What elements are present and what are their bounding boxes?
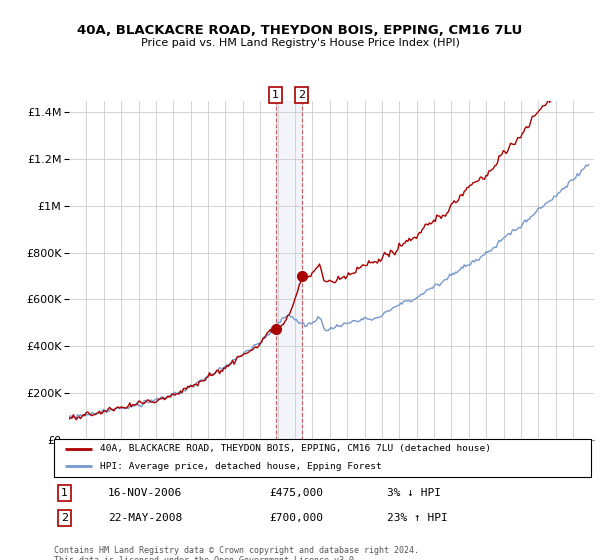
- Text: HPI: Average price, detached house, Epping Forest: HPI: Average price, detached house, Eppi…: [100, 462, 382, 471]
- Text: 40A, BLACKACRE ROAD, THEYDON BOIS, EPPING, CM16 7LU (detached house): 40A, BLACKACRE ROAD, THEYDON BOIS, EPPIN…: [100, 444, 491, 453]
- Text: £700,000: £700,000: [269, 513, 323, 523]
- Text: 2: 2: [298, 90, 305, 100]
- Text: 40A, BLACKACRE ROAD, THEYDON BOIS, EPPING, CM16 7LU: 40A, BLACKACRE ROAD, THEYDON BOIS, EPPIN…: [77, 24, 523, 36]
- FancyBboxPatch shape: [54, 439, 591, 477]
- Text: 1: 1: [61, 488, 68, 498]
- Text: 3% ↓ HPI: 3% ↓ HPI: [387, 488, 441, 498]
- Text: 23% ↑ HPI: 23% ↑ HPI: [387, 513, 448, 523]
- Text: 22-MAY-2008: 22-MAY-2008: [108, 513, 182, 523]
- Text: Contains HM Land Registry data © Crown copyright and database right 2024.
This d: Contains HM Land Registry data © Crown c…: [54, 546, 419, 560]
- Text: 1: 1: [272, 90, 279, 100]
- Text: Price paid vs. HM Land Registry's House Price Index (HPI): Price paid vs. HM Land Registry's House …: [140, 38, 460, 48]
- Text: £475,000: £475,000: [269, 488, 323, 498]
- Text: 16-NOV-2006: 16-NOV-2006: [108, 488, 182, 498]
- Bar: [275, 101, 302, 440]
- Text: 2: 2: [61, 513, 68, 523]
